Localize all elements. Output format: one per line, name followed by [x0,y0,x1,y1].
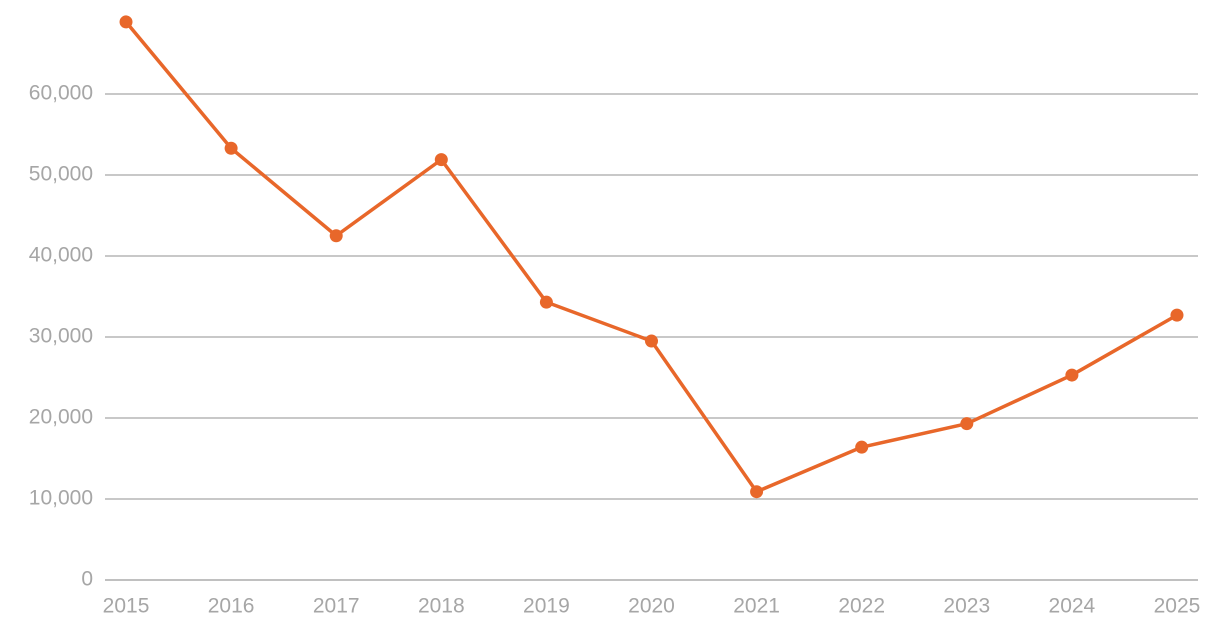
x-tick-label: 2023 [943,595,990,618]
point [224,141,238,155]
point [1170,308,1184,322]
x-tick-label: 2019 [523,595,570,618]
x-tick-label: 2022 [838,595,885,618]
x-tick-label: 2015 [103,595,150,618]
y-tick-label: 0 [81,568,93,591]
point [119,15,133,29]
y-tick-label: 40,000 [29,244,93,267]
x-tick-label: 2016 [208,595,255,618]
x-tick-label: 2021 [733,595,780,618]
point [329,229,343,243]
y-tick-label: 30,000 [29,325,93,348]
point [1065,368,1079,382]
x-tick-label: 2017 [313,595,360,618]
line [124,20,1178,494]
x-tick-label: 2024 [1049,595,1096,618]
y-tick-label: 20,000 [29,406,93,429]
x-tick-label: 2018 [418,595,465,618]
point [434,153,448,167]
point [960,417,974,431]
y-tick-label: 50,000 [29,163,93,186]
point [645,334,658,348]
y-tick-label: 10,000 [29,487,93,510]
point [750,485,764,499]
x-tick-label: 2020 [628,595,675,618]
point [855,440,869,454]
x-tick-label: 2025 [1154,595,1201,618]
y-tick-label: 60,000 [29,82,93,105]
point [539,295,553,309]
